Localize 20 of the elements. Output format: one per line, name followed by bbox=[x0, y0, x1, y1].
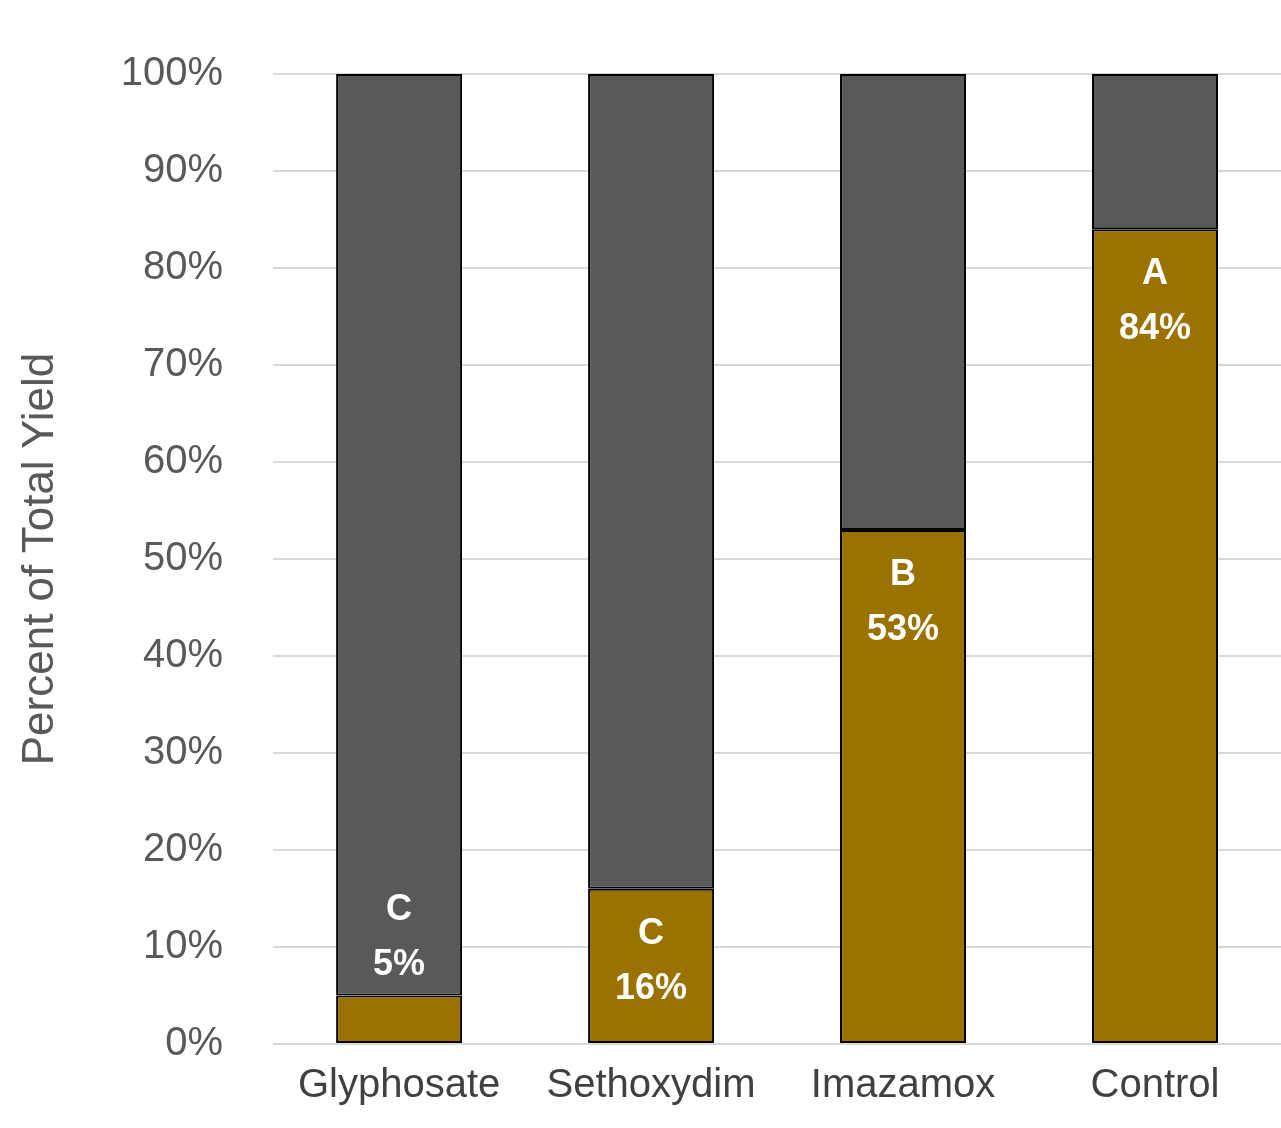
y-tick-label: 100% bbox=[120, 49, 224, 94]
x-tick-label: Glyphosate bbox=[297, 1061, 501, 1106]
y-tick-label: 60% bbox=[143, 437, 224, 482]
x-tick-label: Sethoxydim bbox=[546, 1061, 756, 1106]
data-label: B 53% bbox=[867, 551, 940, 648]
y-tick-label: 30% bbox=[143, 728, 224, 773]
data-label: C 16% bbox=[615, 910, 688, 1007]
y-tick-label: 90% bbox=[143, 146, 224, 191]
y-tick-label: 0% bbox=[165, 1019, 224, 1064]
y-tick-label: 10% bbox=[143, 922, 224, 967]
data-label: A 84% bbox=[1118, 251, 1192, 348]
y-tick-label: 50% bbox=[143, 534, 224, 579]
x-tick-label: Control bbox=[1090, 1061, 1220, 1106]
y-axis-title: Percent of Total Yield bbox=[12, 352, 62, 766]
y-tick-label: 80% bbox=[143, 243, 224, 288]
data-label: C 5% bbox=[373, 887, 426, 984]
y-tick-label: 40% bbox=[143, 631, 224, 676]
x-tick-label: Imazamox bbox=[810, 1061, 996, 1106]
y-tick-label: 70% bbox=[143, 340, 224, 385]
y-tick-label: 20% bbox=[143, 825, 224, 870]
